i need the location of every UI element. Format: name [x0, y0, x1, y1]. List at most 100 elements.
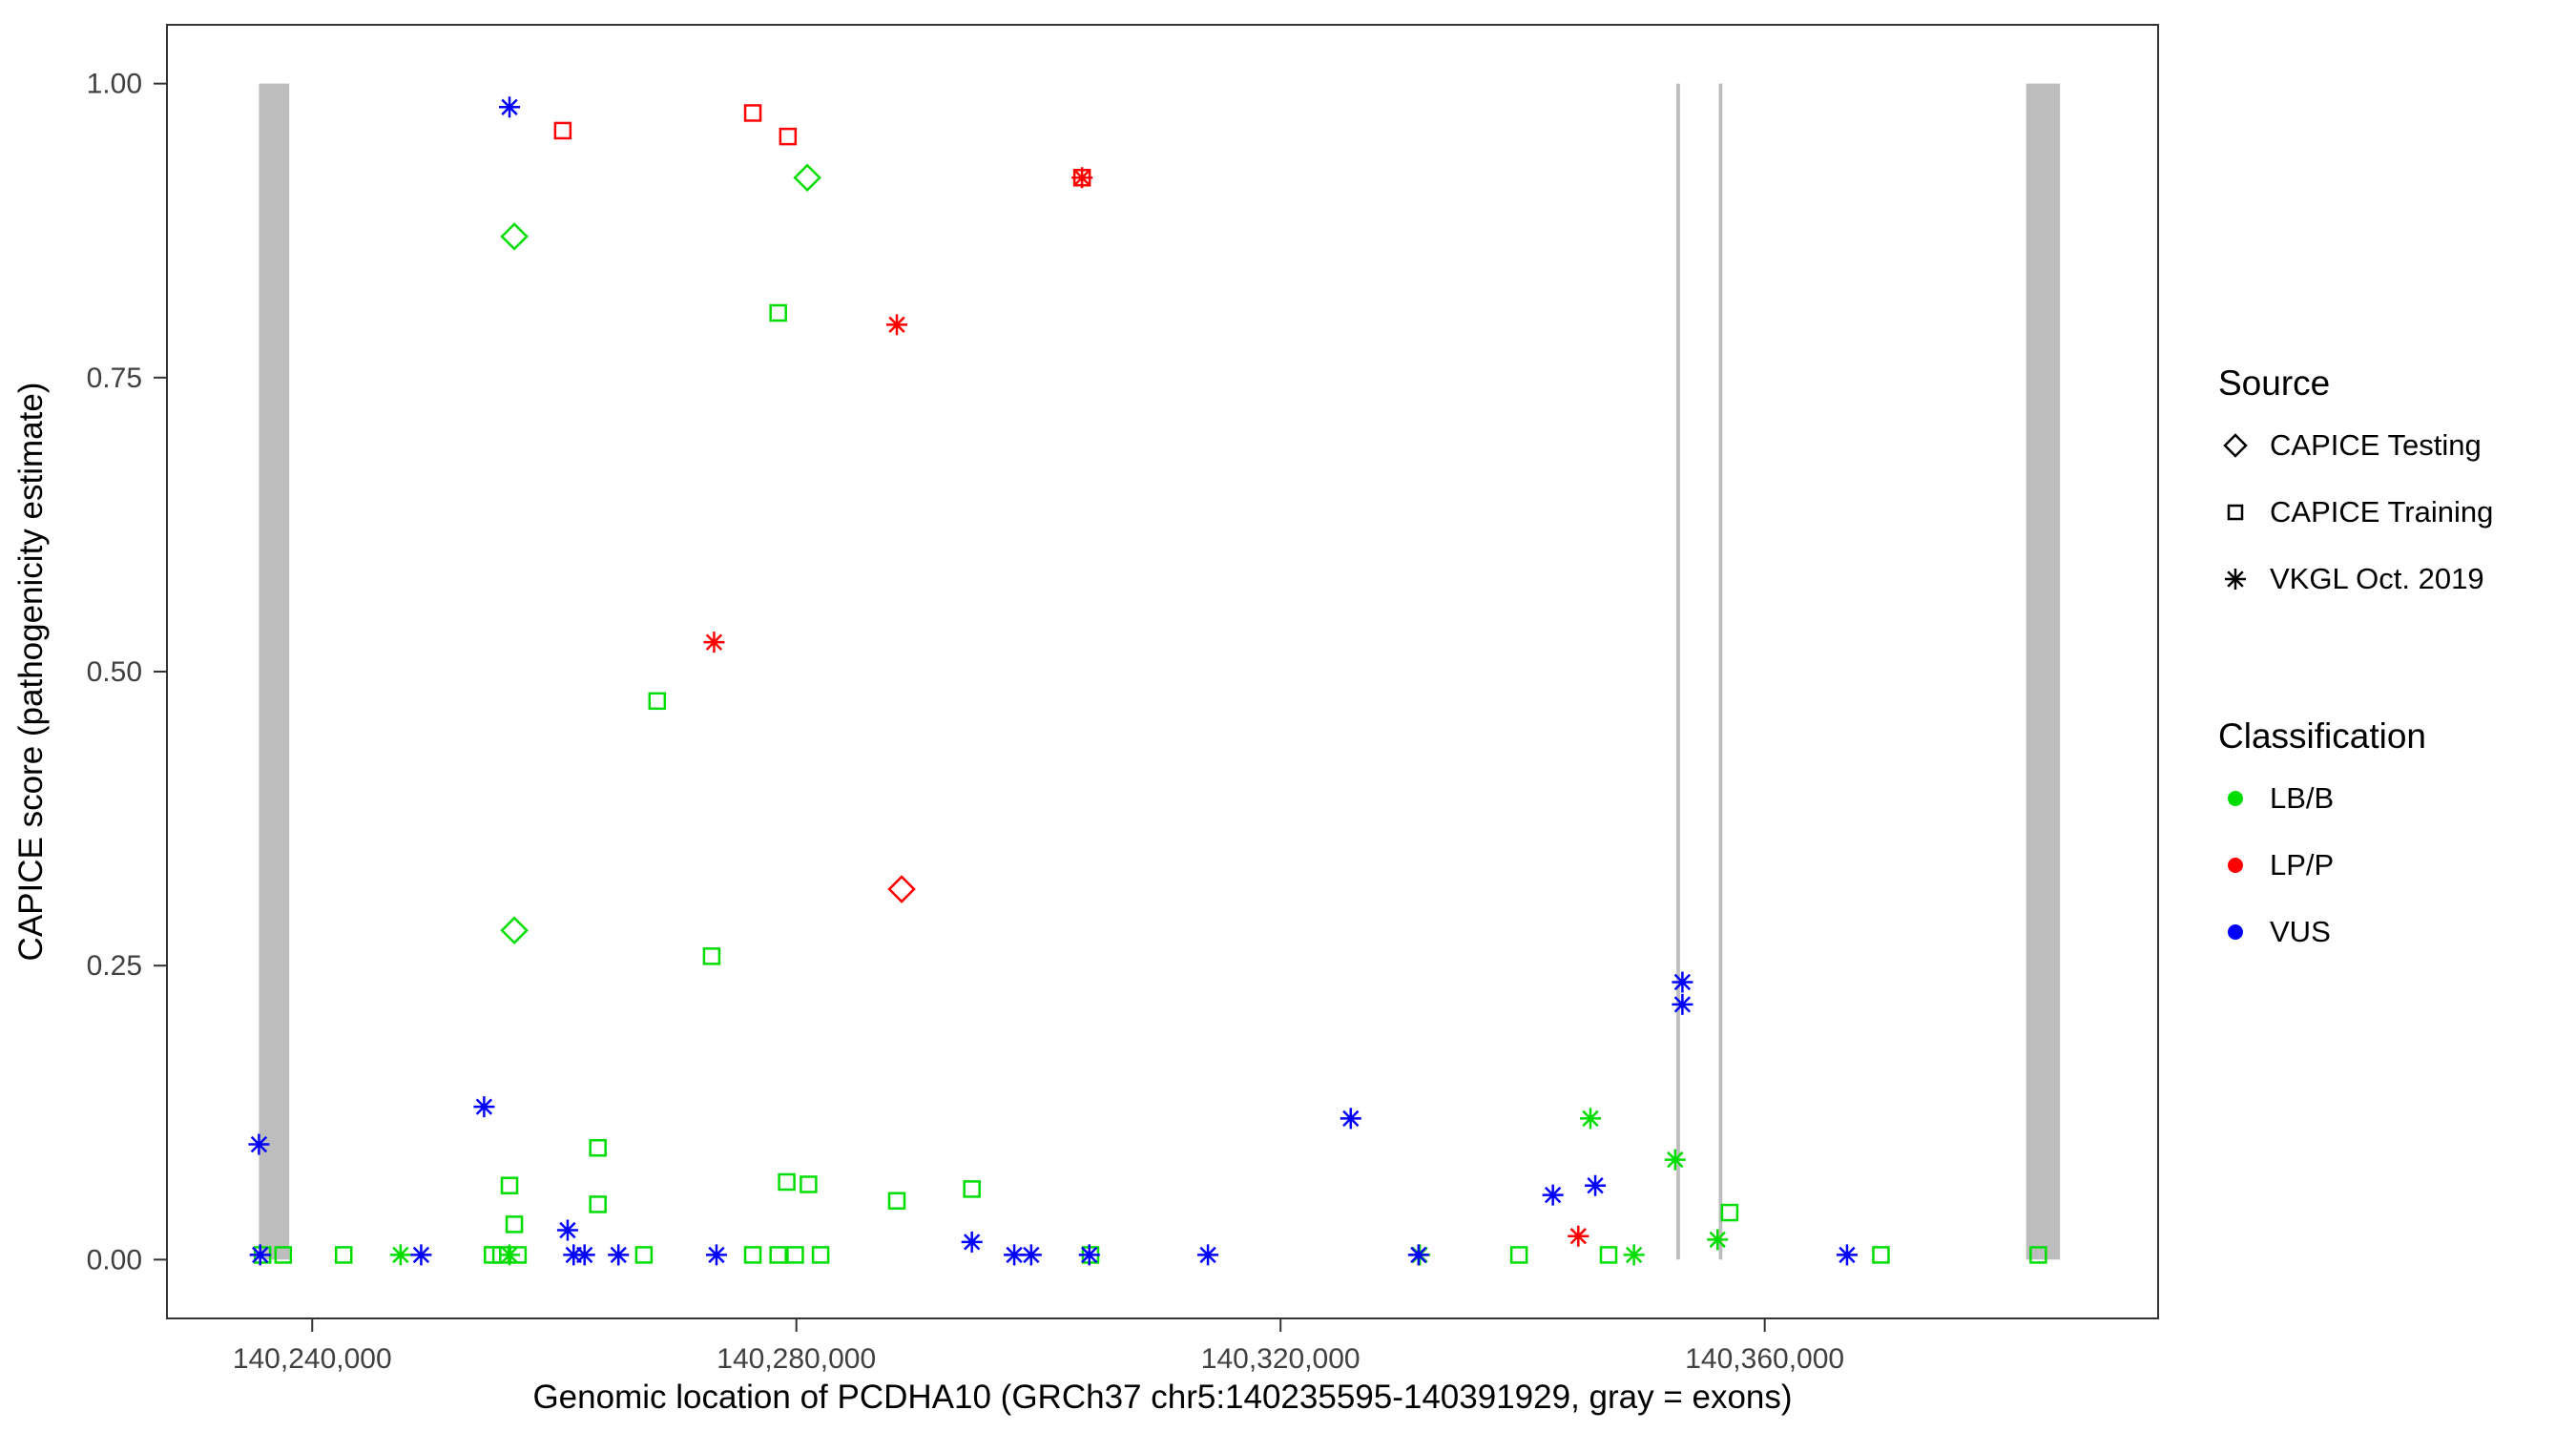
data-point	[811, 1246, 830, 1264]
legend-item-lpp: LP/P	[2218, 832, 2571, 899]
data-point	[1407, 1244, 1429, 1266]
data-point	[274, 1246, 293, 1264]
blue-dot-icon	[2228, 924, 2243, 940]
legend-classification-section: Classification LB/B LP/P VUS	[2218, 708, 2571, 965]
data-point	[703, 632, 725, 653]
y-axis-tick-label: 0.25	[87, 950, 142, 982]
data-point	[499, 96, 521, 118]
data-point	[1672, 971, 1693, 993]
legend-classification-title: Classification	[2218, 716, 2426, 756]
x-axis-tick-label: 140,240,000	[233, 1343, 392, 1375]
red-dot-icon	[2228, 858, 2243, 873]
diamond-open-icon	[2223, 433, 2248, 458]
x-axis-tick-label: 140,360,000	[1685, 1343, 1844, 1375]
data-point	[1872, 1246, 1890, 1264]
data-point	[563, 1244, 585, 1266]
data-point	[961, 1231, 983, 1253]
data-point	[553, 121, 572, 140]
y-axis-tick-label: 0.75	[87, 363, 142, 394]
exon-region	[1718, 83, 1723, 1260]
data-point	[500, 222, 529, 251]
data-point	[887, 1192, 906, 1210]
data-point	[500, 916, 529, 944]
data-point	[800, 1175, 818, 1193]
legend: Source CAPICE Testing CAPICE Training VK…	[2218, 355, 2571, 965]
data-point	[779, 127, 798, 146]
data-point	[1542, 1184, 1564, 1206]
legend-label-vkgl: VKGL Oct. 2019	[2270, 562, 2484, 595]
legend-label-lbb: LB/B	[2270, 781, 2335, 815]
data-point	[1568, 1225, 1589, 1247]
data-point	[1672, 993, 1693, 1015]
legend-item-lbb: LB/B	[2218, 765, 2571, 832]
data-point	[509, 1246, 528, 1264]
data-point	[1579, 1108, 1601, 1130]
data-point	[500, 1176, 519, 1194]
data-point	[573, 1244, 595, 1266]
plot-border	[166, 24, 2159, 1319]
data-point	[556, 1219, 578, 1241]
data-point	[1340, 1108, 1361, 1130]
data-point	[589, 1139, 607, 1157]
legend-label-capice-testing: CAPICE Testing	[2270, 428, 2482, 462]
data-point	[705, 1244, 727, 1266]
data-point	[249, 1244, 271, 1266]
data-point	[248, 1133, 270, 1155]
data-point	[1707, 1229, 1729, 1251]
data-point	[648, 692, 667, 711]
data-point	[793, 163, 821, 193]
data-point	[634, 1246, 654, 1264]
data-point	[778, 1172, 796, 1192]
data-point	[608, 1244, 630, 1266]
y-axis-tick-label: 0.00	[87, 1244, 142, 1275]
data-point	[769, 1246, 787, 1264]
legend-label-vus: VUS	[2270, 915, 2331, 948]
data-point	[334, 1246, 353, 1264]
legend-item-vus: VUS	[2218, 899, 2571, 965]
exon-region	[2025, 83, 2061, 1260]
data-point	[886, 314, 908, 336]
data-point	[1071, 167, 1093, 189]
data-point	[1197, 1244, 1219, 1266]
green-dot-icon	[2228, 791, 2243, 806]
data-point	[1004, 1244, 1026, 1266]
data-point	[1664, 1149, 1686, 1171]
data-point	[589, 1195, 607, 1213]
data-point	[743, 104, 762, 122]
legend-source-section: Source CAPICE Testing CAPICE Training VK…	[2218, 355, 2571, 612]
data-point	[769, 303, 787, 322]
data-point	[1599, 1246, 1618, 1264]
data-point	[702, 947, 721, 965]
data-point	[410, 1244, 432, 1266]
legend-item-capice-training: CAPICE Training	[2218, 479, 2571, 546]
y-axis-tick-label: 0.50	[87, 656, 142, 688]
asterisk-icon	[2225, 569, 2246, 590]
y-axis-title: CAPICE score (pathogenicity estimate)	[12, 383, 50, 962]
data-point	[1078, 1244, 1100, 1266]
legend-label-capice-training: CAPICE Training	[2270, 495, 2494, 529]
data-point	[1509, 1246, 1528, 1264]
data-point	[2029, 1246, 2047, 1264]
exon-region	[259, 83, 290, 1260]
legend-label-lpp: LP/P	[2270, 848, 2335, 881]
y-axis-tick-label: 1.00	[87, 69, 142, 100]
x-axis-title: Genomic location of PCDHA10 (GRCh37 chr5…	[532, 1379, 1792, 1416]
data-point	[963, 1180, 981, 1198]
x-axis-tick-label: 140,280,000	[717, 1343, 876, 1375]
exon-region	[1676, 83, 1680, 1260]
data-point	[786, 1246, 804, 1264]
legend-item-capice-testing: CAPICE Testing	[2218, 412, 2571, 479]
data-point	[743, 1246, 762, 1264]
data-point	[887, 875, 916, 903]
data-point	[1720, 1203, 1739, 1222]
x-axis-tick-label: 140,320,000	[1201, 1343, 1361, 1375]
data-point	[505, 1215, 524, 1234]
data-point	[1020, 1244, 1042, 1266]
data-point	[1585, 1174, 1607, 1196]
data-point	[1836, 1244, 1858, 1266]
legend-item-vkgl: VKGL Oct. 2019	[2218, 546, 2571, 612]
data-point	[1623, 1244, 1645, 1266]
data-point	[473, 1096, 495, 1118]
